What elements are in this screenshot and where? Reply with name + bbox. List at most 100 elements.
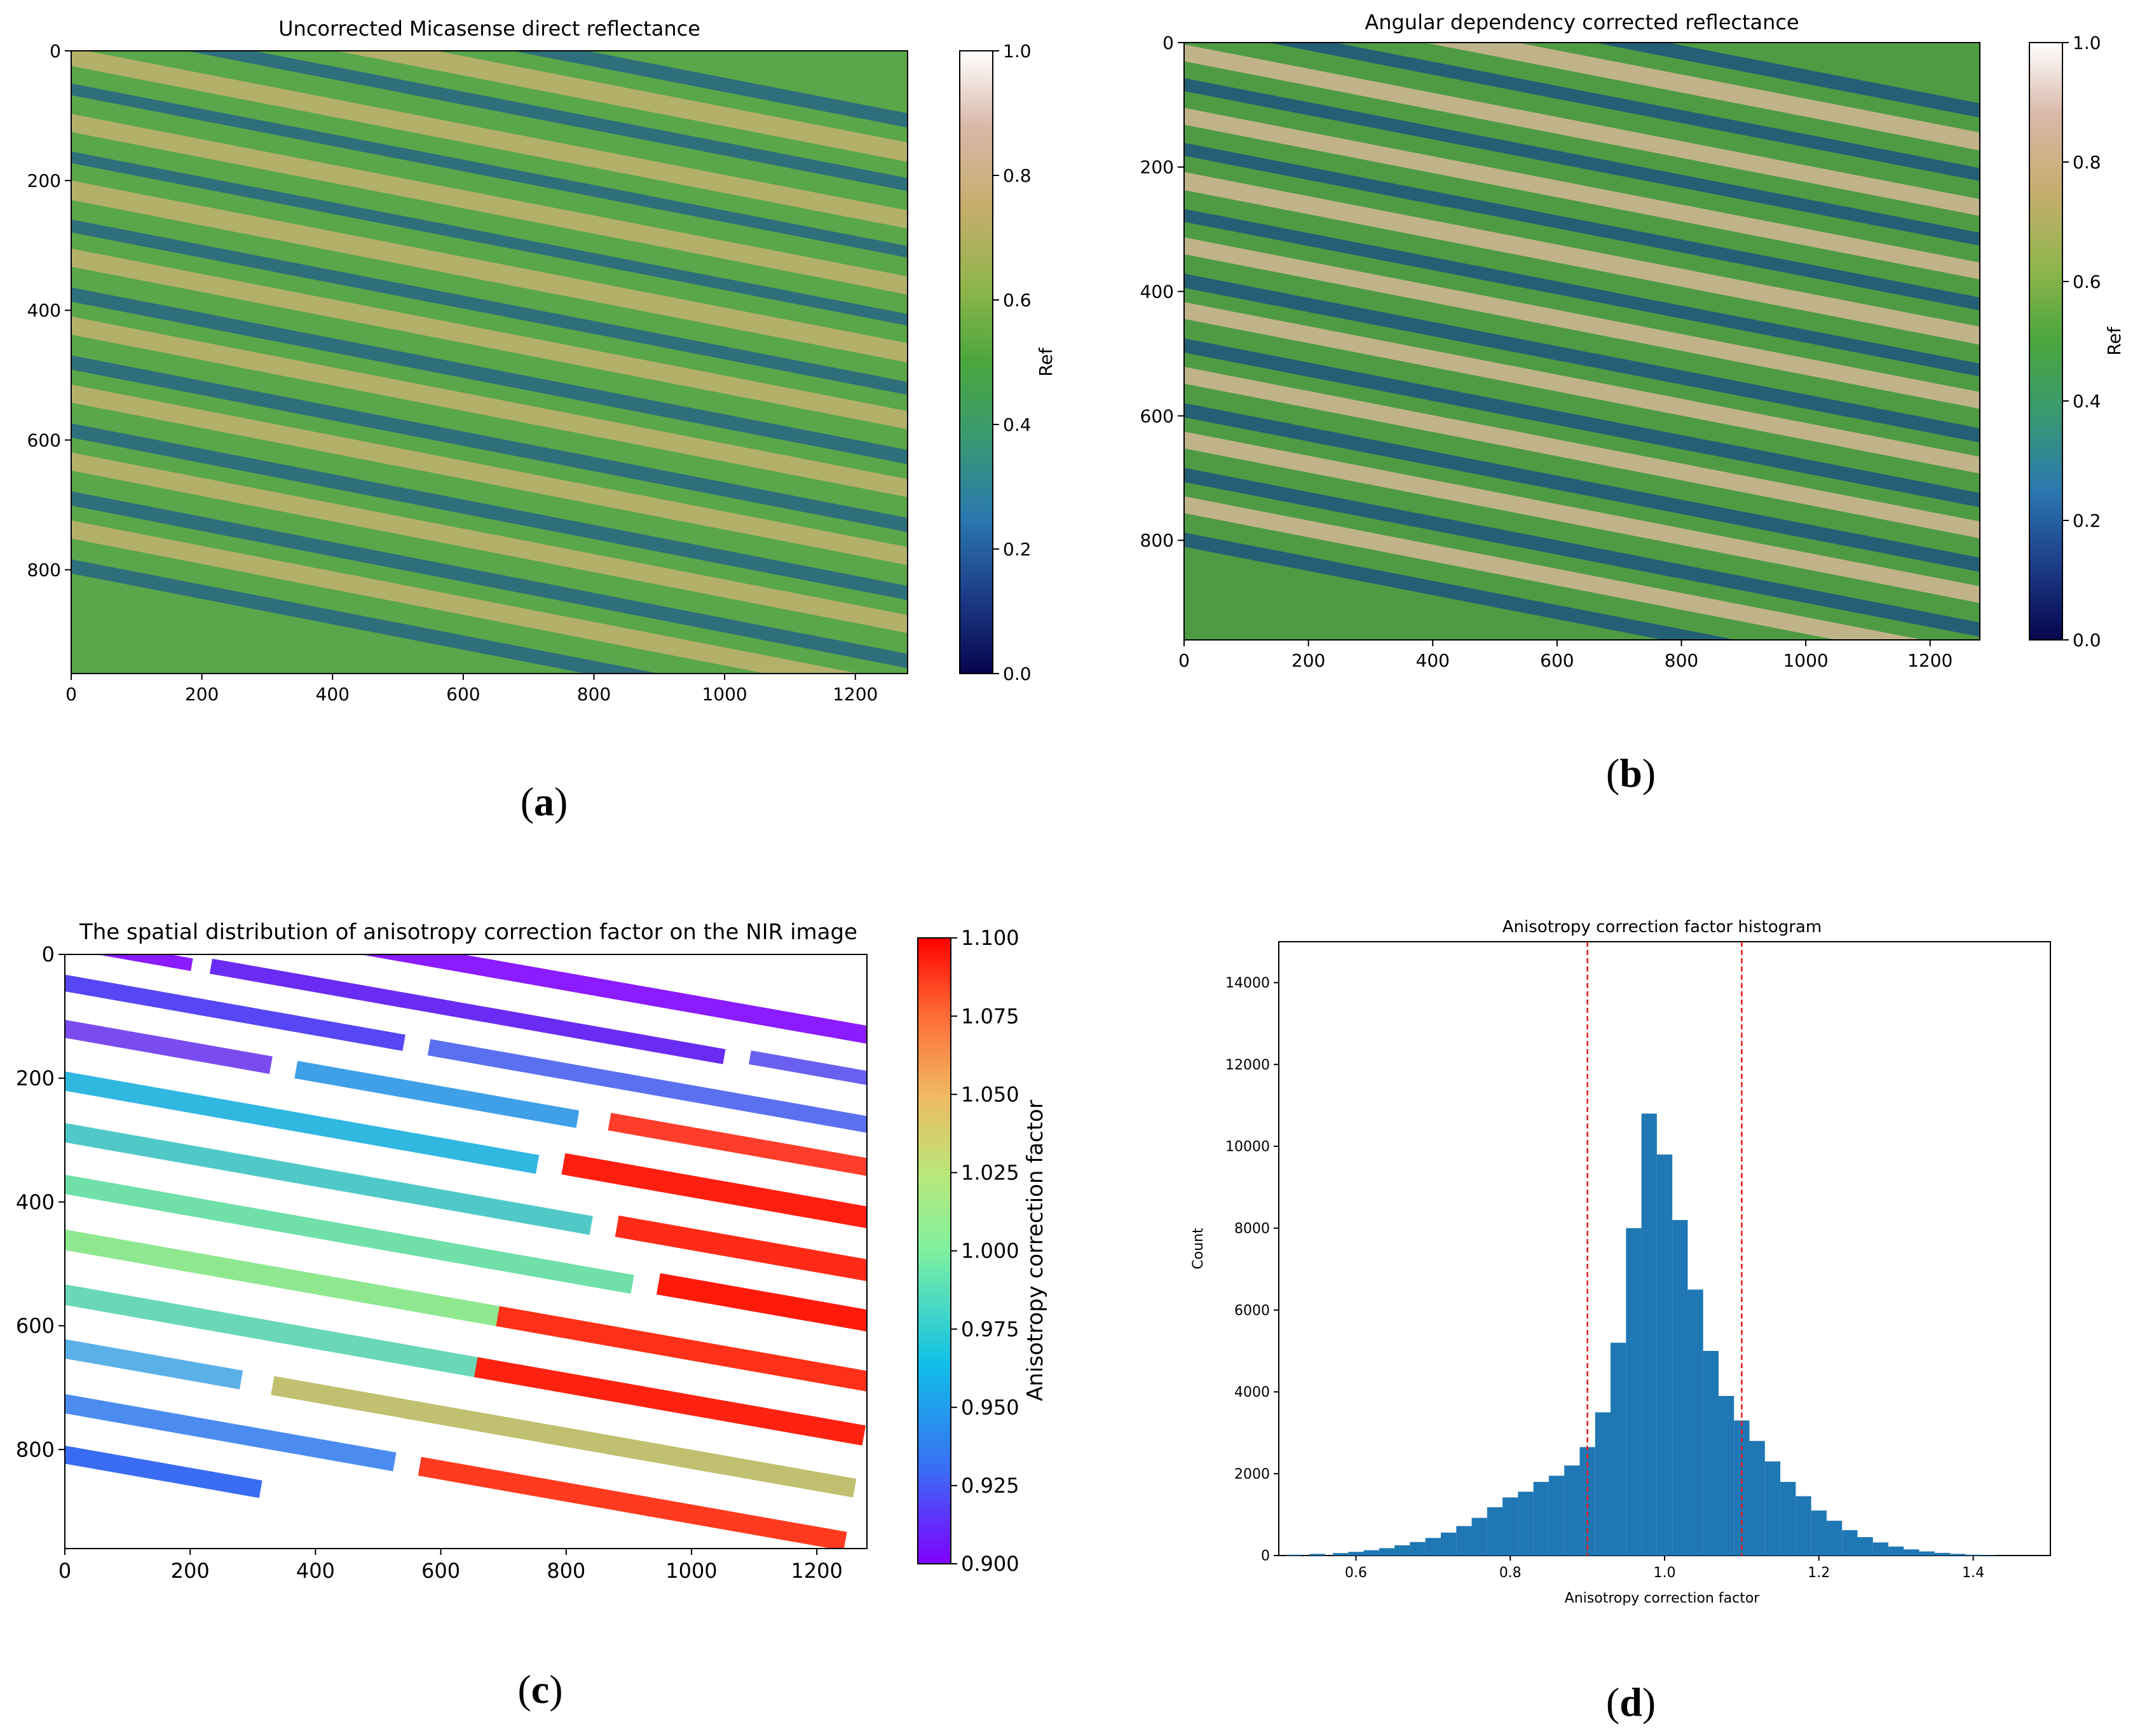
- y-tick-label: 800: [1140, 530, 1174, 551]
- histogram-bar: [1394, 1545, 1410, 1556]
- stripe-segment: [496, 1306, 867, 1393]
- colorbar-tick-label: 0.2: [1003, 539, 1032, 560]
- x-tick-label: 600: [421, 1559, 460, 1583]
- stripe-light: [1184, 344, 1980, 555]
- x-tick-label: 600: [446, 684, 480, 705]
- histogram-bar: [1934, 1552, 1951, 1556]
- stripe-segment: [418, 1456, 847, 1549]
- stripe-dark: [71, 328, 908, 560]
- stripe-light: [1184, 95, 1980, 306]
- stripe-segment: [561, 1153, 867, 1235]
- panel-b-caption: (b): [1606, 750, 1656, 796]
- y-tick-label: 800: [16, 1437, 55, 1461]
- x-tick-label: 1.2: [1808, 1565, 1830, 1581]
- histogram-bar: [1440, 1532, 1457, 1556]
- stripe-segment: [65, 1429, 262, 1498]
- panel-a-colorbar-ticks: 0.0 0.2 0.4 0.6 0.8 1.0: [993, 41, 1032, 684]
- histogram-bar: [1425, 1538, 1441, 1556]
- stripe-light: [71, 487, 908, 674]
- y-tick-label: 0: [50, 41, 61, 62]
- stripe-segment: [474, 1357, 866, 1446]
- colorbar-tick-label: 1.050: [961, 1082, 1019, 1106]
- histogram-bar: [1348, 1552, 1364, 1556]
- stripe-segment: [656, 1273, 867, 1334]
- histogram-bar: [1410, 1542, 1426, 1556]
- histogram-bar: [1826, 1521, 1843, 1556]
- histogram-bar: [1965, 1554, 1981, 1556]
- stripe-light: [71, 422, 908, 658]
- colorbar-tick-label: 0.8: [2073, 152, 2101, 173]
- stripe-light: [1184, 469, 1980, 640]
- stripe-light: [71, 356, 908, 592]
- stripe-dark: [1184, 128, 1980, 336]
- histogram-bar: [1796, 1496, 1811, 1556]
- colorbar-tick-label: 0.4: [1003, 414, 1032, 435]
- colorbar-tick-label: 0.2: [2073, 510, 2101, 531]
- stripe-segment: [427, 1039, 867, 1142]
- panel-a-colorbar-label: Ref: [1035, 347, 1056, 376]
- stripe-segment: [209, 958, 726, 1064]
- y-tick-label: 0: [42, 942, 55, 966]
- histogram-bar: [1611, 1343, 1626, 1556]
- stripe-dark: [71, 51, 908, 171]
- stripe-light: [71, 225, 908, 461]
- panel-b-title: Angular dependency corrected reflectance: [1365, 10, 1799, 34]
- histogram-bar: [1656, 1154, 1673, 1556]
- histogram-bar: [1904, 1549, 1919, 1556]
- colorbar-tick-label: 1.000: [961, 1239, 1019, 1263]
- panel-a: Uncorrected Micasense direct reflectance: [27, 17, 1056, 824]
- colorbar-tick-label: 0.8: [1003, 165, 1032, 186]
- y-tick-label: 0: [1261, 1549, 1270, 1564]
- x-tick-label: 0: [65, 684, 77, 705]
- histogram-bar: [1626, 1228, 1642, 1556]
- colorbar-tick-label: 1.100: [961, 926, 1019, 950]
- panel-a-title: Uncorrected Micasense direct reflectance: [278, 17, 700, 41]
- panel-d-ylabel: Count: [1190, 1228, 1206, 1270]
- panel-a-colorbar: [959, 50, 993, 674]
- y-tick-label: 200: [1140, 157, 1174, 178]
- y-tick-label: 0: [1162, 32, 1174, 53]
- stripe-segment: [65, 973, 405, 1051]
- colorbar-tick-label: 0.925: [961, 1474, 1019, 1498]
- colorbar-tick-label: 0.950: [961, 1395, 1019, 1420]
- colorbar-tick-label: 1.0: [2073, 32, 2101, 53]
- colorbar-tick-label: 0.0: [1003, 663, 1032, 684]
- y-tick-label: 6000: [1234, 1303, 1270, 1319]
- x-tick-label: 200: [185, 684, 219, 705]
- x-tick-label: 1.4: [1962, 1565, 1984, 1581]
- colorbar-tick-label: 1.025: [961, 1161, 1019, 1185]
- y-tick-label: 600: [27, 430, 61, 451]
- panel-d-caption: (d): [1606, 1679, 1656, 1725]
- stripe-dark: [71, 132, 908, 362]
- x-tick-label: 0.8: [1499, 1565, 1522, 1581]
- panel-c: The spatial distribution of anisotropy c…: [16, 919, 1048, 1712]
- x-tick-label: 1000: [702, 684, 747, 705]
- x-tick-label: 1200: [833, 684, 878, 705]
- histogram-bar: [1857, 1537, 1873, 1556]
- x-tick-label: 0: [58, 1559, 71, 1583]
- panel-c-colorbar-ticks: 0.900 0.925 0.950 0.975 1.000 1.025 1.050 1.075…: [951, 926, 1019, 1576]
- histogram-bar: [1919, 1551, 1935, 1556]
- stripe-dark: [1184, 43, 1980, 150]
- stripe-segment: [294, 1061, 580, 1129]
- histogram-bar: [1872, 1542, 1889, 1556]
- colorbar-tick-label: 0.6: [2073, 271, 2101, 292]
- panel-d-bars: [1286, 1113, 1997, 1556]
- stripe-dark: [1184, 504, 1980, 640]
- histogram-bar: [1641, 1113, 1657, 1556]
- histogram-bar: [1980, 1555, 1997, 1556]
- histogram-bar: [1687, 1289, 1703, 1556]
- panel-a-axes: 0 200 400 600 800 1000 1200 0 200 400 600 800: [27, 41, 878, 705]
- stripe-light: [71, 51, 908, 268]
- x-tick-label: 0: [1178, 650, 1190, 671]
- x-tick-label: 400: [316, 684, 350, 705]
- stripe-segment: [65, 1066, 540, 1174]
- x-tick-label: 400: [296, 1559, 335, 1583]
- panel-c-colorbar: [917, 937, 951, 1564]
- histogram-bar: [1548, 1475, 1565, 1556]
- y-tick-label: 200: [16, 1066, 55, 1090]
- histogram-bar: [1471, 1517, 1487, 1556]
- x-tick-label: 1200: [791, 1559, 842, 1583]
- panel-c-colorbar-label: Anisotropy correction factor: [1023, 1100, 1048, 1401]
